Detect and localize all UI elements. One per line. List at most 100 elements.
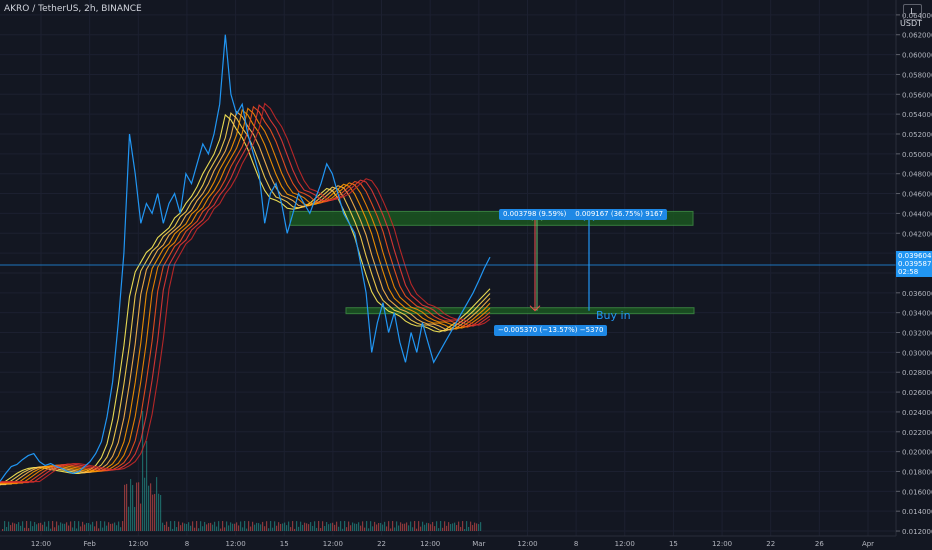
volume-bar — [220, 528, 222, 531]
volume-bar — [262, 521, 264, 531]
volume-bar — [158, 493, 160, 531]
x-tick-label: 12:00 — [225, 540, 245, 548]
volume-bar — [340, 521, 342, 531]
volume-bar — [332, 522, 334, 531]
volume-bar — [292, 521, 294, 531]
volume-bar — [110, 523, 112, 531]
volume-bar — [172, 528, 174, 531]
volume-bar — [108, 522, 110, 531]
volume-bar — [168, 526, 170, 531]
volume-bar — [192, 521, 194, 531]
x-tick-label: 22 — [766, 540, 775, 548]
volume-bar — [434, 526, 436, 531]
volume-bar — [366, 521, 368, 531]
volume-bar — [320, 528, 322, 531]
volume-bar — [232, 523, 234, 531]
volume-bar — [384, 521, 386, 531]
volume-bar — [58, 525, 60, 531]
volume-bar — [446, 525, 448, 531]
volume-bar — [374, 521, 376, 531]
volume-bar — [132, 485, 134, 531]
volume-bar — [94, 526, 96, 531]
volume-bar — [164, 524, 166, 531]
volume-bar — [430, 524, 432, 531]
volume-bar — [358, 522, 360, 531]
volume-bar — [404, 523, 406, 531]
volume-bar — [412, 527, 414, 531]
volume-bar — [208, 523, 210, 531]
volume-bar — [28, 528, 30, 531]
volume-bar — [84, 524, 86, 531]
volume-bar — [134, 506, 136, 531]
volume-bar — [396, 521, 398, 531]
volume-bar — [104, 521, 106, 531]
volume-bar — [36, 524, 38, 531]
volume-bar — [156, 477, 158, 531]
volume-bar — [48, 521, 50, 531]
volume-bar — [306, 523, 308, 531]
volume-bar — [426, 522, 428, 531]
volume-bar — [106, 525, 108, 531]
buy-in-text: Buy in — [596, 309, 631, 322]
volume-bar — [256, 522, 258, 531]
volume-bar — [280, 523, 282, 531]
volume-bar — [56, 521, 58, 531]
volume-bar — [92, 521, 94, 531]
volume-bar — [178, 521, 180, 531]
volume-bar — [2, 529, 4, 531]
volume-bar — [334, 524, 336, 531]
volume-bar — [254, 524, 256, 531]
x-tick-label: 15 — [669, 540, 678, 548]
volume-bar — [336, 521, 338, 531]
volume-bar — [394, 527, 396, 531]
volume-bar — [276, 525, 278, 531]
volume-bar — [318, 521, 320, 531]
volume-bar — [274, 521, 276, 531]
volume-bar — [282, 523, 284, 531]
volume-bar — [200, 521, 202, 531]
volume-bar — [176, 527, 178, 531]
time-axis[interactable]: 12:00 Feb 12:00 8 12:00 15 12:00 22 12:00 Mar 12:0… — [0, 535, 896, 548]
y-tick-label: 0.012000 — [902, 528, 932, 536]
volume-bar — [440, 521, 442, 531]
volume-bar — [370, 521, 372, 531]
volume-bar — [372, 526, 374, 531]
volume-bar — [476, 523, 478, 531]
volume-bar — [400, 522, 402, 531]
volume-bar — [72, 527, 74, 531]
x-tick-label: Apr — [862, 540, 874, 548]
log-scale-button[interactable]: L — [903, 4, 922, 20]
volume-bar — [442, 527, 444, 531]
volume-bar — [182, 522, 184, 531]
volume-bar — [308, 524, 310, 531]
volume-bar — [322, 521, 324, 531]
volume-bar — [408, 525, 410, 531]
volume-bar — [102, 527, 104, 531]
volume-bar — [304, 522, 306, 531]
volume-bar — [40, 522, 42, 531]
volume-bar — [126, 483, 128, 531]
x-tick-label: 12:00 — [615, 540, 635, 548]
volume-bar — [138, 482, 140, 531]
volume-bar — [202, 526, 204, 531]
upper-measure-label: 0.003798 (9.59%) 0.009167 (36.75%) 9167 — [499, 209, 668, 220]
volume-bar — [410, 521, 412, 531]
volume-bar — [64, 523, 66, 531]
volume-bar — [16, 524, 18, 531]
volume-bar — [258, 523, 260, 531]
volume-bar — [418, 521, 420, 531]
volume-bar — [18, 522, 20, 531]
upper-measure-text-2: 0.009167 (36.75%) 9167 — [575, 210, 664, 218]
volume-bar — [344, 521, 346, 531]
volume-bar — [224, 527, 226, 531]
